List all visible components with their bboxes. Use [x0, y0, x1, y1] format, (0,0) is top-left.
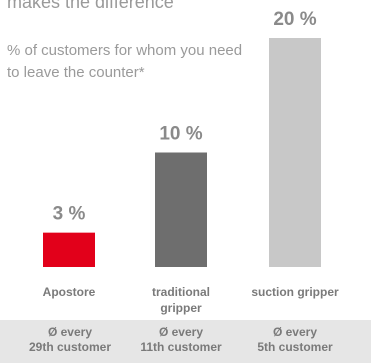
bar-apostore — [43, 232, 95, 267]
footer-cell-line2: 29th customer — [28, 340, 112, 354]
footer-cell-suction-gripper: Ø every 5th customer — [240, 325, 350, 355]
heading: makes the difference — [7, 0, 174, 12]
footer-cell-line2: 11th customer — [140, 340, 222, 354]
footer-cell-traditional-gripper: Ø every 11th customer — [126, 325, 236, 355]
category-label-traditional-gripper: gripper — [160, 301, 202, 315]
category-label-traditional-gripper: traditional — [152, 285, 210, 299]
bar-suction-gripper — [269, 38, 321, 267]
footer-band: Ø every 29th customer Ø every 11th custo… — [0, 320, 371, 363]
value-label-traditional-gripper: 10 % — [159, 124, 202, 145]
footer-cell-line2: 5th customer — [257, 340, 333, 354]
value-label-apostore: 3 % — [53, 204, 86, 225]
footer-cell-line1: Ø every — [158, 325, 204, 339]
category-label-suction-gripper: suction gripper — [251, 285, 339, 299]
bar-chart: 3 % Apostore 10 % traditional gripper 20 % suc… — [43, 9, 339, 315]
footer-cell-line1: Ø every — [272, 325, 318, 339]
footer-cell-apostore: Ø every 29th customer — [15, 325, 125, 355]
footer-cell-line1: Ø every — [47, 325, 93, 339]
bar-traditional-gripper — [155, 152, 207, 267]
chart-subtitle: % of customers for whom you need to leav… — [7, 42, 243, 81]
category-label-apostore: Apostore — [43, 285, 96, 299]
value-label-suction-gripper: 20 % — [273, 9, 316, 30]
